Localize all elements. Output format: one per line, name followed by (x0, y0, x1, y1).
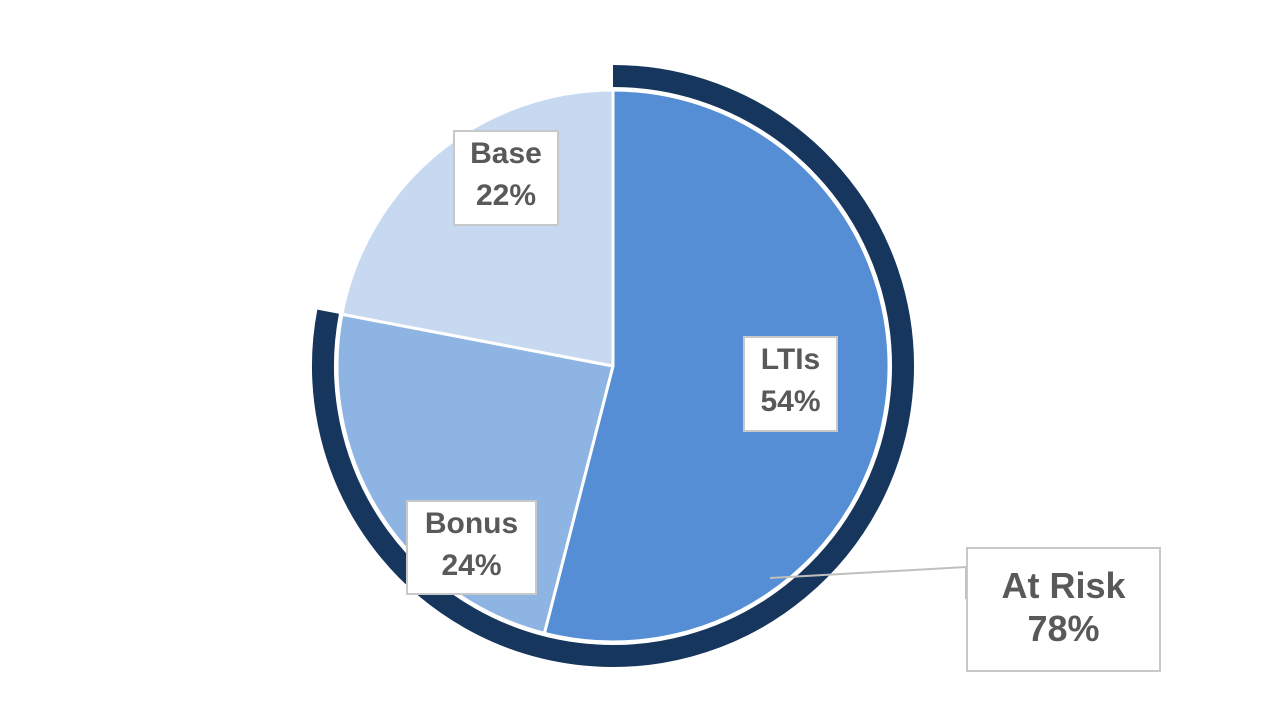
slice-ltis (542, 88, 891, 644)
slice-bonus (335, 312, 615, 635)
label-box-ltis: LTIs 54% (743, 336, 838, 432)
label-bonus-percent: 24% (441, 549, 502, 582)
label-ltis-percent: 54% (760, 385, 821, 418)
label-at-risk-percent: 78% (1027, 608, 1100, 649)
label-box-bonus: Bonus 24% (406, 500, 537, 595)
label-base-name: Base (470, 137, 542, 170)
label-at-risk-name: At Risk (1001, 565, 1126, 606)
label-ltis-name: LTIs (760, 343, 821, 376)
label-bonus-name: Bonus (424, 507, 519, 540)
label-box-base: Base 22% (453, 130, 559, 226)
label-base-percent: 22% (475, 179, 537, 212)
at-risk-ring (312, 65, 914, 667)
label-box-at-risk: At Risk 78% (966, 547, 1161, 672)
